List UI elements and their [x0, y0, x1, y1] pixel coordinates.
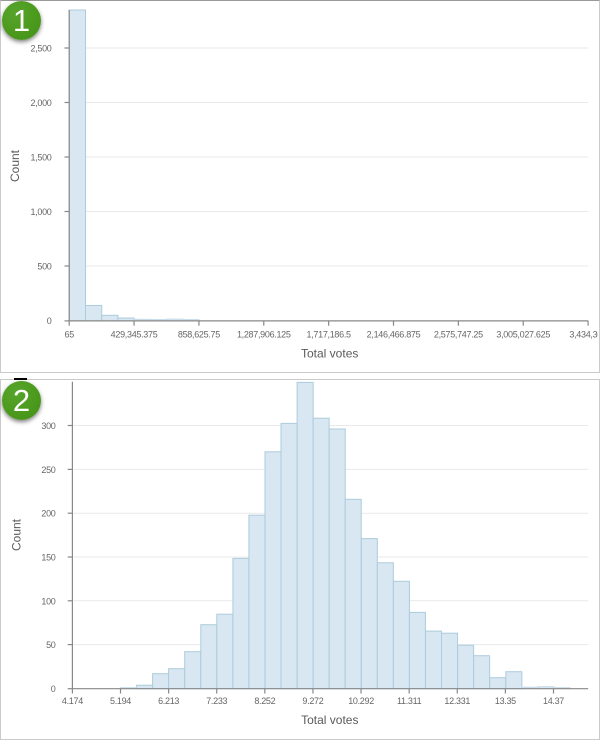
svg-text:6.213: 6.213	[158, 696, 179, 706]
svg-text:11.311: 11.311	[397, 696, 422, 706]
svg-text:50: 50	[46, 640, 56, 650]
svg-text:Count: Count	[10, 518, 24, 551]
svg-text:12.331: 12.331	[444, 696, 470, 706]
svg-text:100: 100	[41, 596, 55, 606]
svg-text:500: 500	[37, 262, 51, 272]
svg-text:65: 65	[64, 330, 74, 340]
svg-text:Total votes: Total votes	[301, 713, 358, 727]
svg-text:8.252: 8.252	[254, 696, 275, 706]
svg-text:300: 300	[41, 421, 55, 431]
svg-text:7.233: 7.233	[206, 696, 227, 706]
svg-text:3,434,308: 3,434,308	[569, 330, 600, 340]
svg-text:0: 0	[51, 684, 56, 694]
svg-text:2,575,747.25: 2,575,747.25	[434, 330, 483, 340]
svg-text:2,146,466.875: 2,146,466.875	[367, 330, 421, 340]
svg-text:2,000: 2,000	[30, 98, 51, 108]
svg-text:1,717,186.5: 1,717,186.5	[307, 330, 352, 340]
svg-text:2,500: 2,500	[30, 44, 51, 54]
svg-text:1,000: 1,000	[30, 207, 51, 217]
svg-text:1,500: 1,500	[30, 153, 51, 163]
svg-text:429,345.375: 429,345.375	[111, 330, 158, 340]
svg-text:Count: Count	[8, 149, 22, 182]
svg-text:200: 200	[41, 509, 55, 519]
svg-text:858,625.75: 858,625.75	[178, 330, 220, 340]
svg-text:4.174: 4.174	[62, 696, 83, 706]
svg-text:10.292: 10.292	[348, 696, 374, 706]
svg-text:5.194: 5.194	[110, 696, 131, 706]
svg-text:Total votes: Total votes	[301, 347, 358, 361]
svg-text:0: 0	[47, 316, 52, 326]
svg-text:150: 150	[41, 553, 55, 563]
svg-text:13.35: 13.35	[495, 696, 516, 706]
svg-text:14.37: 14.37	[543, 696, 564, 706]
svg-text:3,005,027.625: 3,005,027.625	[496, 330, 550, 340]
svg-text:9.272: 9.272	[302, 696, 323, 706]
svg-text:250: 250	[41, 465, 55, 475]
svg-text:1,287,906.125: 1,287,906.125	[237, 330, 291, 340]
